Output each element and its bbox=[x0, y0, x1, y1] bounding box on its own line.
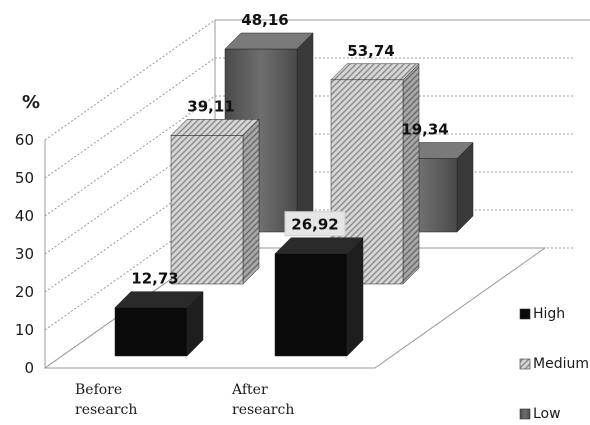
bar-top-face bbox=[274, 237, 364, 254]
bar-front-face bbox=[170, 135, 244, 285]
value-label-high-1: 26,92 bbox=[291, 216, 338, 234]
y-tick-label: 40 bbox=[15, 207, 34, 225]
y-tick-label: 50 bbox=[15, 169, 34, 187]
bar-top-face bbox=[330, 63, 420, 81]
bar-side-face bbox=[346, 237, 364, 357]
value-label-high-0: 12,73 bbox=[131, 270, 178, 288]
legend-label: High bbox=[533, 306, 565, 322]
value-label-medium-0: 39,11 bbox=[187, 97, 234, 115]
gridline-60 bbox=[44, 19, 575, 141]
y-axis-unit: % bbox=[22, 92, 40, 113]
y-tick-label: 60 bbox=[15, 131, 34, 149]
bar-medium-0 bbox=[170, 118, 260, 285]
bar-high-1 bbox=[274, 237, 364, 357]
category-label-line2: research bbox=[75, 402, 137, 418]
category-label-line2: research bbox=[232, 402, 294, 418]
bar-top-face bbox=[170, 119, 260, 136]
bar-front-face bbox=[114, 307, 188, 357]
floor-plane bbox=[43, 247, 547, 369]
value-label-medium-1: 53,74 bbox=[347, 42, 394, 60]
value-label-background bbox=[284, 211, 346, 237]
legend-label: Medium bbox=[533, 356, 589, 372]
legend-item-high: High bbox=[519, 306, 565, 322]
value-label-low-1: 19,34 bbox=[401, 121, 448, 139]
category-label-line1: After bbox=[231, 382, 268, 398]
y-tick-label: 10 bbox=[15, 321, 34, 339]
legend-item-low: Low bbox=[519, 406, 561, 422]
bar-front-face bbox=[274, 253, 348, 357]
legend-swatch bbox=[519, 308, 531, 320]
bar-side-face bbox=[242, 118, 260, 285]
legend-label: Low bbox=[533, 406, 561, 422]
y-tick-label: 20 bbox=[15, 283, 34, 301]
bar-top-face bbox=[224, 32, 314, 50]
bar-side-face bbox=[402, 63, 420, 285]
legend-swatch bbox=[519, 408, 531, 420]
gridline-40 bbox=[44, 95, 575, 217]
legend-item-medium: Medium bbox=[519, 356, 589, 372]
bar-side-face bbox=[296, 32, 314, 233]
value-label-low-0: 48,16 bbox=[241, 11, 288, 29]
legend-swatch bbox=[519, 358, 531, 370]
gridline-50 bbox=[44, 57, 575, 179]
bar-top-face bbox=[114, 291, 204, 308]
y-tick-label: 0 bbox=[24, 359, 34, 377]
category-label-line1: Before bbox=[75, 382, 122, 398]
y-tick-label: 30 bbox=[15, 245, 34, 263]
bar-high-0 bbox=[114, 291, 204, 357]
